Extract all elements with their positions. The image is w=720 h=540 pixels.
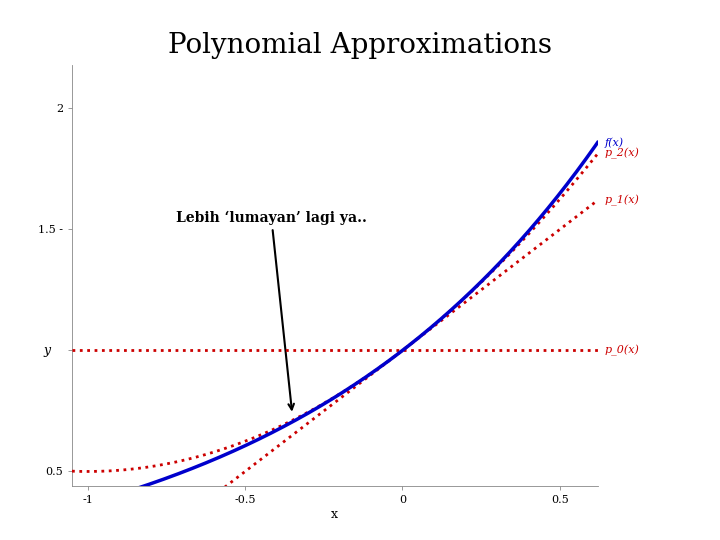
Text: f(x): f(x) bbox=[605, 137, 624, 148]
Text: Polynomial Approximations: Polynomial Approximations bbox=[168, 32, 552, 59]
Text: p_2(x): p_2(x) bbox=[605, 148, 639, 159]
Text: Lebih ‘lumayan’ lagi ya..: Lebih ‘lumayan’ lagi ya.. bbox=[176, 210, 366, 409]
Text: y: y bbox=[43, 344, 50, 357]
Text: p_1(x): p_1(x) bbox=[605, 195, 639, 206]
X-axis label: x: x bbox=[331, 508, 338, 521]
Text: p_0(x): p_0(x) bbox=[605, 345, 639, 356]
